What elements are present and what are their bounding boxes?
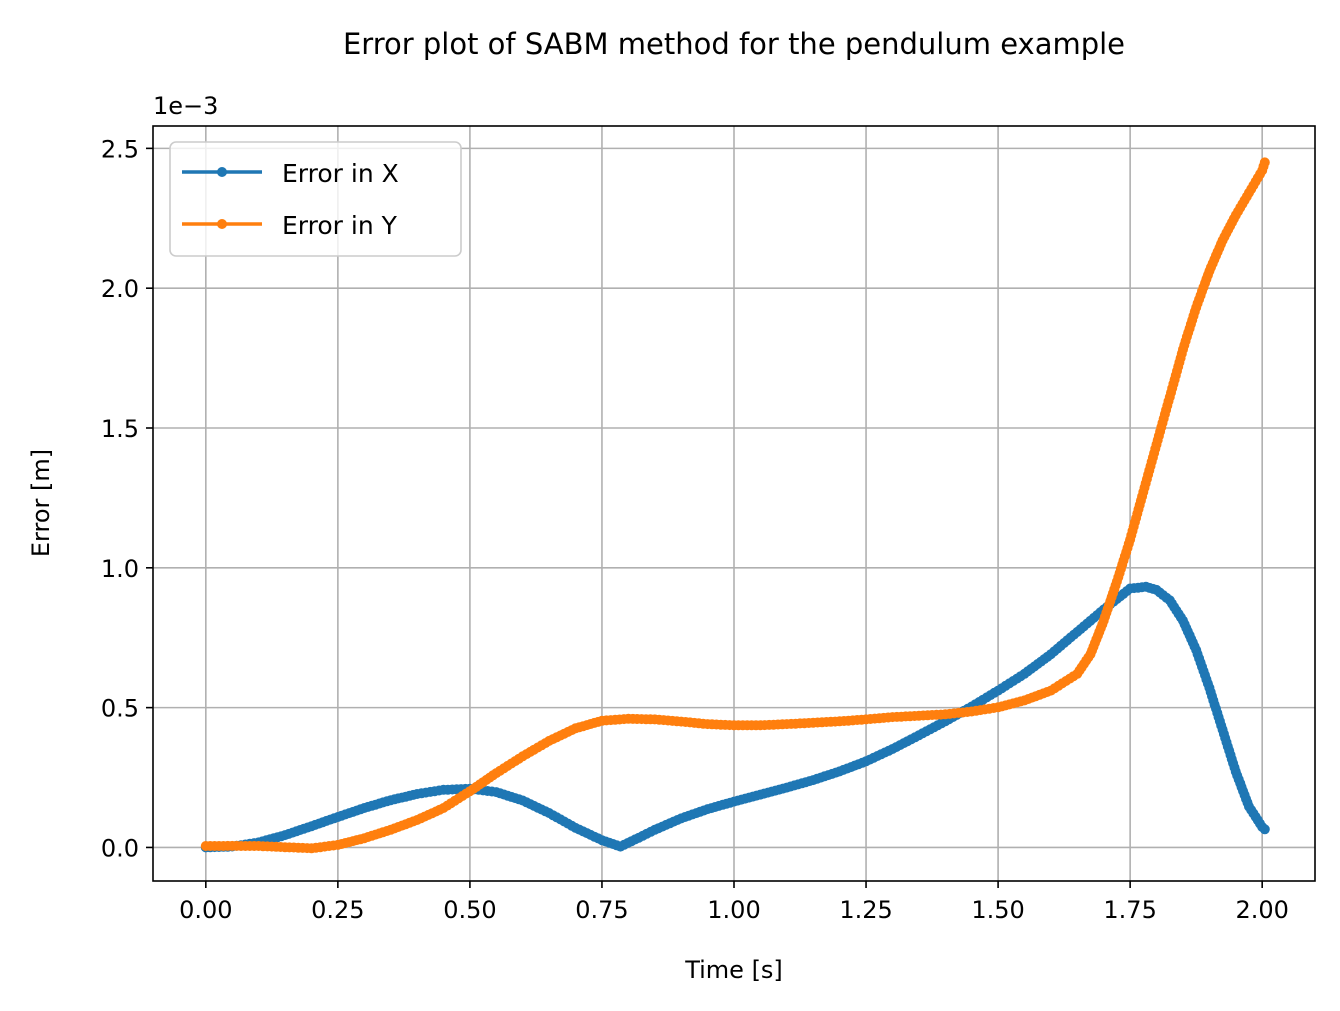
legend-label-x: Error in X xyxy=(282,159,399,188)
y-axis-offset-label: 1e−3 xyxy=(153,92,218,120)
chart-title: Error plot of SABM method for the pendul… xyxy=(343,27,1125,61)
axis-ticks: 0.00 0.25 0.50 0.75 1.00 1.25 1.50 1.75 2.00 0.0 0… xyxy=(101,135,1289,924)
x-tick-label: 1.50 xyxy=(971,896,1024,924)
x-tick-label: 1.75 xyxy=(1103,896,1156,924)
y-tick-label: 1.5 xyxy=(101,415,139,443)
x-tick-label: 1.25 xyxy=(839,896,892,924)
x-axis-label: Time [s] xyxy=(684,956,783,984)
y-tick-label: 2.0 xyxy=(101,275,139,303)
x-tick-label: 0.00 xyxy=(179,896,232,924)
data-point xyxy=(1259,157,1270,168)
y-tick-label: 0.0 xyxy=(101,834,139,862)
y-tick-label: 0.5 xyxy=(101,695,139,723)
legend-marker-y xyxy=(217,219,227,229)
data-point xyxy=(1259,824,1270,835)
plot-series xyxy=(200,157,1270,854)
x-tick-label: 0.50 xyxy=(443,896,496,924)
x-tick-label: 0.75 xyxy=(575,896,628,924)
y-tick-label: 2.5 xyxy=(101,135,139,163)
legend-marker-x xyxy=(217,167,227,177)
legend-label-y: Error in Y xyxy=(282,211,398,240)
x-tick-label: 2.00 xyxy=(1235,896,1288,924)
y-tick-label: 1.0 xyxy=(101,555,139,583)
legend: Error in X Error in Y xyxy=(169,141,462,257)
series-2 xyxy=(200,157,1270,854)
x-tick-label: 1.00 xyxy=(707,896,760,924)
y-axis-label: Error [m] xyxy=(27,449,55,557)
grid xyxy=(153,126,1315,881)
x-tick-label: 0.25 xyxy=(311,896,364,924)
